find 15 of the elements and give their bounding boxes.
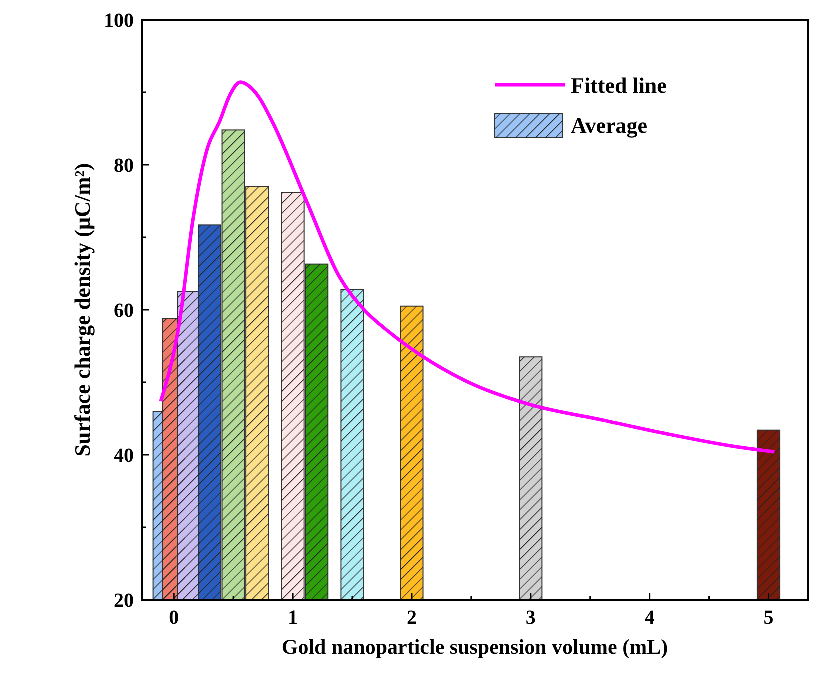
x-tick-label: 5	[764, 607, 774, 629]
x-tick-label: 1	[288, 607, 298, 629]
x-tick-label: 0	[169, 607, 180, 629]
x-axis-title: Gold nanoparticle suspension volume (mL)	[282, 635, 668, 659]
legend-label: Fitted line	[571, 73, 668, 98]
y-tick-label: 60	[114, 300, 134, 322]
y-axis-title: Surface charge density (μC/m²)	[70, 163, 95, 457]
x-tick-label: 4	[644, 607, 655, 629]
y-tick-label: 40	[114, 445, 134, 467]
y-tick-label: 100	[104, 10, 134, 32]
x-tick-label: 2	[406, 607, 417, 629]
y-tick-label: 80	[114, 155, 134, 177]
legend-label: Average	[571, 113, 648, 138]
y-tick-label: 20	[114, 590, 134, 612]
x-tick-label: 3	[526, 607, 536, 629]
